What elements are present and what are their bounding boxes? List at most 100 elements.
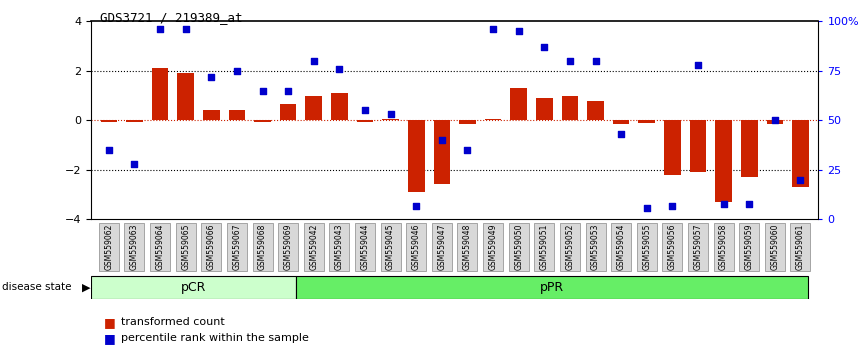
FancyBboxPatch shape	[765, 223, 785, 271]
Bar	[510, 88, 527, 120]
Point	[742, 201, 756, 206]
Bar	[229, 110, 245, 120]
FancyBboxPatch shape	[406, 223, 426, 271]
Bar	[434, 120, 450, 183]
Text: GSM559058: GSM559058	[719, 224, 728, 270]
FancyBboxPatch shape	[534, 223, 554, 271]
Text: GSM559051: GSM559051	[540, 224, 549, 270]
Text: ■: ■	[104, 332, 116, 344]
Bar	[152, 68, 168, 120]
Point	[153, 26, 167, 32]
Text: GSM559053: GSM559053	[591, 224, 600, 270]
Bar	[459, 120, 475, 124]
FancyBboxPatch shape	[483, 223, 503, 271]
Text: GDS3721 / 219389_at: GDS3721 / 219389_at	[100, 11, 242, 24]
Bar	[536, 98, 553, 120]
Point	[614, 131, 628, 137]
FancyBboxPatch shape	[381, 223, 401, 271]
Text: GSM559043: GSM559043	[335, 224, 344, 270]
Bar	[357, 120, 373, 121]
Text: GSM559046: GSM559046	[411, 224, 421, 270]
Text: GSM559069: GSM559069	[284, 224, 293, 270]
Text: GSM559050: GSM559050	[514, 224, 523, 270]
Point	[563, 58, 577, 64]
Point	[384, 112, 397, 117]
Text: GSM559042: GSM559042	[309, 224, 319, 270]
Text: GSM559045: GSM559045	[386, 224, 395, 270]
FancyBboxPatch shape	[508, 223, 528, 271]
FancyBboxPatch shape	[99, 223, 119, 271]
Point	[717, 201, 731, 206]
Bar	[715, 120, 732, 202]
Point	[512, 28, 526, 34]
Point	[358, 108, 372, 113]
Point	[307, 58, 320, 64]
FancyBboxPatch shape	[662, 223, 682, 271]
FancyBboxPatch shape	[201, 223, 222, 271]
Text: GSM559066: GSM559066	[207, 224, 216, 270]
Text: GSM559055: GSM559055	[643, 224, 651, 270]
FancyBboxPatch shape	[227, 223, 247, 271]
Text: GSM559054: GSM559054	[617, 224, 625, 270]
FancyBboxPatch shape	[457, 223, 477, 271]
Point	[333, 66, 346, 72]
Point	[538, 44, 552, 50]
Bar	[561, 96, 578, 120]
Text: GSM559048: GSM559048	[463, 224, 472, 270]
FancyBboxPatch shape	[253, 223, 273, 271]
Text: GSM559044: GSM559044	[360, 224, 370, 270]
FancyBboxPatch shape	[91, 275, 296, 299]
Bar	[306, 96, 322, 120]
FancyBboxPatch shape	[125, 223, 145, 271]
Text: GSM559057: GSM559057	[694, 224, 702, 270]
FancyBboxPatch shape	[585, 223, 605, 271]
FancyBboxPatch shape	[791, 223, 811, 271]
Text: transformed count: transformed count	[121, 317, 225, 327]
Bar	[587, 101, 604, 120]
Text: GSM559068: GSM559068	[258, 224, 267, 270]
Text: GSM559060: GSM559060	[771, 224, 779, 270]
Point	[410, 203, 423, 209]
Bar	[178, 73, 194, 120]
Text: GSM559063: GSM559063	[130, 224, 139, 270]
Point	[178, 26, 192, 32]
FancyBboxPatch shape	[296, 275, 808, 299]
Bar	[792, 120, 809, 187]
Text: percentile rank within the sample: percentile rank within the sample	[121, 333, 309, 343]
FancyBboxPatch shape	[278, 223, 298, 271]
Bar	[613, 120, 630, 124]
FancyBboxPatch shape	[714, 223, 734, 271]
Point	[691, 62, 705, 68]
Point	[230, 68, 244, 74]
Text: GSM559049: GSM559049	[488, 224, 498, 270]
Bar	[280, 104, 296, 120]
Point	[768, 118, 782, 123]
Text: GSM559052: GSM559052	[565, 224, 574, 270]
Text: GSM559067: GSM559067	[232, 224, 242, 270]
Text: pCR: pCR	[181, 281, 206, 293]
Point	[793, 177, 807, 183]
Point	[127, 161, 141, 167]
Bar	[689, 120, 707, 172]
Bar	[255, 120, 271, 121]
Text: GSM559059: GSM559059	[745, 224, 753, 270]
Bar	[331, 93, 348, 120]
Bar	[203, 110, 220, 120]
Text: disease state: disease state	[2, 282, 71, 292]
Text: GSM559065: GSM559065	[181, 224, 191, 270]
FancyBboxPatch shape	[329, 223, 349, 271]
Bar	[485, 119, 501, 120]
Point	[204, 74, 218, 80]
Bar	[408, 120, 424, 192]
Point	[435, 137, 449, 143]
Point	[665, 203, 679, 209]
Text: GSM559061: GSM559061	[796, 224, 805, 270]
FancyBboxPatch shape	[560, 223, 580, 271]
FancyBboxPatch shape	[611, 223, 631, 271]
FancyBboxPatch shape	[355, 223, 375, 271]
Bar	[741, 120, 758, 177]
Point	[255, 88, 269, 93]
Text: ▶: ▶	[82, 282, 91, 292]
Text: pPR: pPR	[540, 281, 564, 293]
Bar	[664, 120, 681, 175]
